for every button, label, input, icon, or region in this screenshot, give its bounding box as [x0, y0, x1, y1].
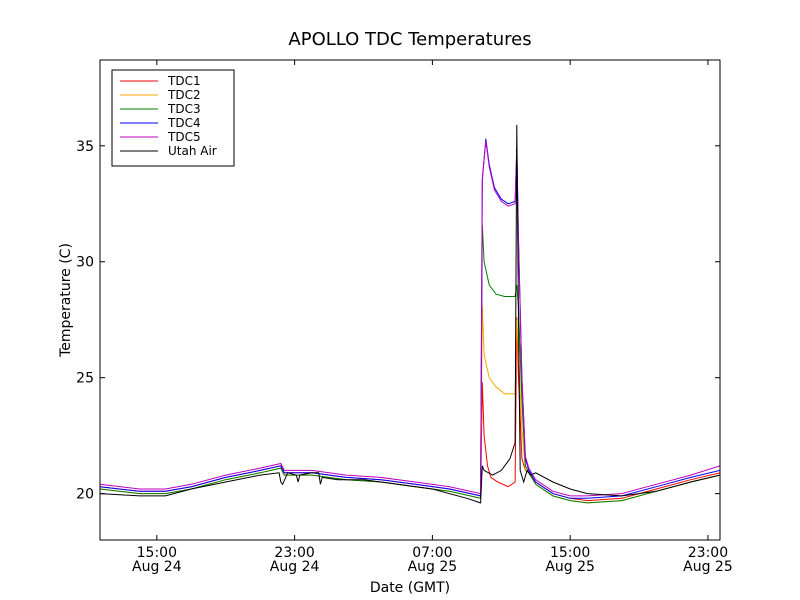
y-axis: 20 25 30 35: [76, 139, 720, 503]
x-tick-label-date: Aug 25: [683, 559, 733, 575]
chart-title: APOLLO TDC Temperatures: [288, 29, 531, 50]
y-tick-label: 30: [76, 255, 94, 271]
x-tick-label-time: 07:00: [412, 545, 452, 561]
series-line-tdc3: [100, 224, 720, 504]
x-tick-label-time: 23:00: [274, 545, 314, 561]
x-tick-label-time: 15:00: [137, 545, 177, 561]
series-line-tdc5: [100, 141, 720, 497]
plot-area: [99, 59, 721, 541]
legend-label: TDC3: [167, 102, 201, 116]
plot-frame: [99, 59, 721, 541]
x-tick-label-time: 23:00: [688, 545, 728, 561]
legend-label: Utah Air: [168, 144, 217, 158]
series-line-utah-air: [100, 124, 720, 504]
legend-label: TDC5: [167, 130, 201, 144]
y-tick-label: 35: [76, 139, 94, 155]
legend-label: TDC2: [167, 88, 201, 102]
x-tick-label-time: 15:00: [550, 545, 590, 561]
legend-box: [111, 69, 235, 167]
y-tick-label: 20: [76, 487, 94, 503]
x-tick-label-date: Aug 25: [408, 559, 458, 575]
x-tick-label-date: Aug 25: [545, 559, 595, 575]
legend-label: TDC1: [167, 74, 201, 88]
x-tick-label-date: Aug 24: [132, 559, 182, 575]
y-axis-label: Temperature (C): [58, 243, 74, 358]
legend-label: TDC4: [167, 116, 201, 130]
x-tick-label-date: Aug 24: [270, 559, 320, 575]
y-tick-label: 25: [76, 371, 94, 387]
series-layer: [100, 124, 720, 504]
x-axis-label: Date (GMT): [370, 580, 450, 596]
